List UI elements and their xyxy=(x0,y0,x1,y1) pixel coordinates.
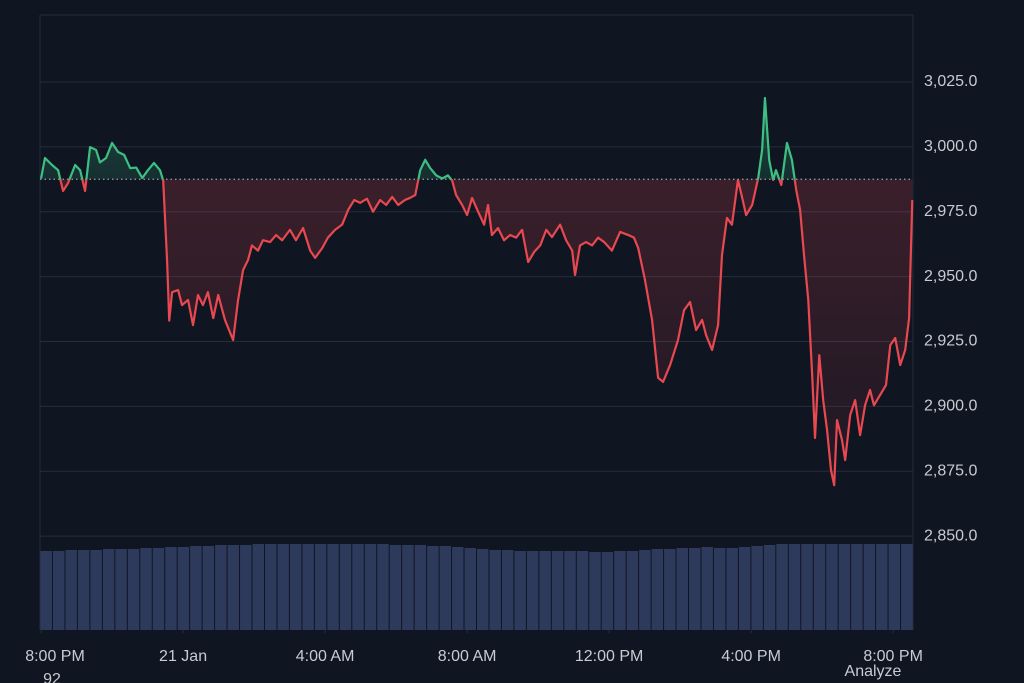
volume-bar xyxy=(689,548,701,630)
volume-bar xyxy=(851,544,863,630)
volume-bar xyxy=(339,544,352,630)
volume-bar xyxy=(813,544,826,630)
volume-bar xyxy=(838,544,851,630)
y-tick-label: 3,000.0 xyxy=(924,138,977,155)
volume-bar xyxy=(377,544,389,630)
volume-bar xyxy=(202,546,215,630)
volume-bar xyxy=(713,548,726,630)
volume-bar xyxy=(901,544,913,630)
volume-bar xyxy=(289,544,302,630)
volume-bar xyxy=(277,544,289,630)
volume-bar xyxy=(738,547,751,630)
volume-bar xyxy=(664,549,676,630)
volume-bar xyxy=(140,548,152,630)
volume-bar xyxy=(52,551,65,630)
y-tick-label: 2,950.0 xyxy=(924,268,977,285)
y-tick-label: 2,900.0 xyxy=(924,398,977,415)
volume-bar xyxy=(464,548,476,630)
volume-bar xyxy=(165,547,177,630)
x-tick-label: 8:00 AM xyxy=(438,648,497,665)
volume-bar xyxy=(152,548,165,630)
volume-bar xyxy=(676,548,689,630)
y-tick-label: 2,975.0 xyxy=(924,203,977,220)
volume-bar xyxy=(77,550,90,630)
footer-text: 92 xyxy=(43,671,61,683)
volume-bar xyxy=(477,549,489,630)
volume-bar xyxy=(589,552,601,630)
y-tick-label: 2,850.0 xyxy=(924,527,977,544)
volume-bar xyxy=(863,544,876,630)
x-tick-label: 8:00 PM xyxy=(25,648,85,665)
volume-bar xyxy=(127,549,140,630)
volume-bar xyxy=(65,550,77,630)
volume-bar xyxy=(102,549,115,630)
volume-bar xyxy=(389,545,402,630)
volume-bar xyxy=(514,551,526,630)
volume-bar xyxy=(888,544,901,630)
volume-bar xyxy=(302,544,314,630)
volume-bar xyxy=(227,545,240,630)
volume-bar xyxy=(826,544,838,630)
volume-bar xyxy=(190,546,202,630)
baseline-fill xyxy=(41,98,913,486)
volume-bar xyxy=(876,544,888,630)
volume-bar xyxy=(701,547,713,630)
analyze-button[interactable]: Analyze xyxy=(845,663,902,680)
x-tick-label: 12:00 PM xyxy=(575,648,643,665)
volume-bar xyxy=(452,547,464,630)
x-tick-label: 4:00 PM xyxy=(721,648,781,665)
volume-bar xyxy=(614,551,626,630)
volume-bar xyxy=(439,546,452,630)
volume-bar xyxy=(501,550,514,630)
volume-bar xyxy=(788,544,801,630)
volume-bar xyxy=(526,551,539,630)
volume-bar xyxy=(40,551,52,630)
price-line xyxy=(39,96,914,487)
volume-bar xyxy=(402,545,414,630)
volume-bar xyxy=(252,544,264,630)
volume-bar xyxy=(177,547,190,630)
volume-bar xyxy=(551,551,564,630)
x-tick-label: 21 Jan xyxy=(159,648,207,665)
volume-bar xyxy=(414,545,427,630)
volume-bar xyxy=(639,550,651,630)
volume-bar xyxy=(115,549,127,630)
y-tick-label: 2,875.0 xyxy=(924,462,977,479)
volume-bar xyxy=(763,545,776,630)
volume-bar xyxy=(801,544,813,630)
volume-bar xyxy=(751,546,763,630)
volume-bar xyxy=(651,549,664,630)
volume-bar xyxy=(364,544,377,630)
volume-bar xyxy=(564,551,576,630)
volume-bar xyxy=(489,550,501,630)
x-tick-label: 8:00 PM xyxy=(863,648,923,665)
volume-bar xyxy=(601,552,614,630)
volume-bar xyxy=(264,544,277,630)
volume-bar xyxy=(352,544,364,630)
volume-bar xyxy=(240,545,252,630)
volume-bar xyxy=(539,551,551,630)
volume-bar xyxy=(327,544,339,630)
volume-bar xyxy=(314,544,327,630)
volume-bar xyxy=(576,551,589,630)
y-tick-label: 2,925.0 xyxy=(924,333,977,350)
volume-bar xyxy=(215,545,227,630)
y-tick-label: 3,025.0 xyxy=(924,73,977,90)
volume-bar xyxy=(626,551,639,630)
x-tick-label: 4:00 AM xyxy=(296,648,355,665)
volume-bar xyxy=(90,550,102,630)
volume-bar xyxy=(776,544,788,630)
volume-bar xyxy=(427,546,439,630)
volume-bar xyxy=(726,548,738,630)
